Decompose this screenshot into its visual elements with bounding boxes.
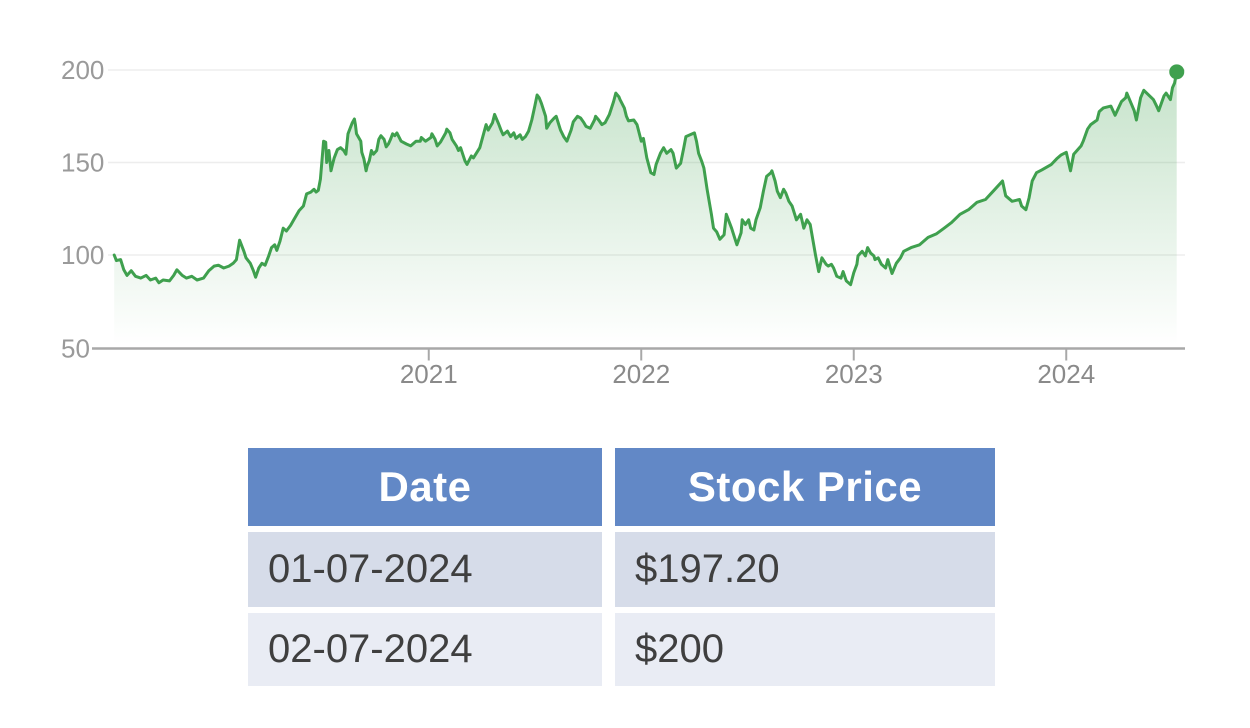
y-tick-label-150: 150 (61, 148, 104, 178)
price-line (112, 70, 1179, 287)
table-cell-date-row2: 02-07-2024 (248, 613, 602, 686)
table-cell-price-row2: $200 (615, 613, 995, 686)
y-tick-label-200: 200 (61, 55, 104, 85)
table-header-date: Date (248, 448, 602, 526)
price-area-fill (114, 71, 1177, 348)
y-tick-label-50: 50 (61, 334, 90, 364)
stock-price-table: Date Stock Price 01-07-2024 $197.20 02-0… (248, 448, 995, 686)
table-header-stock-price: Stock Price (615, 448, 995, 526)
end-point-dot (1169, 64, 1185, 80)
x-tick-label-2023: 2023 (825, 359, 883, 389)
x-tick-label-2024: 2024 (1037, 359, 1095, 389)
x-tick-label-2021: 2021 (400, 359, 458, 389)
x-tick-label-2022: 2022 (612, 359, 670, 389)
stock-chart-svg: 2021 2022 2023 2024 200 150 100 50 (61, 55, 1185, 389)
table-cell-date-row1: 01-07-2024 (248, 532, 602, 607)
table-cell-price-row1: $197.20 (615, 532, 995, 607)
y-tick-label-100: 100 (61, 240, 104, 270)
stock-price-chart: 2021 2022 2023 2024 200 150 100 50 (61, 55, 1185, 389)
